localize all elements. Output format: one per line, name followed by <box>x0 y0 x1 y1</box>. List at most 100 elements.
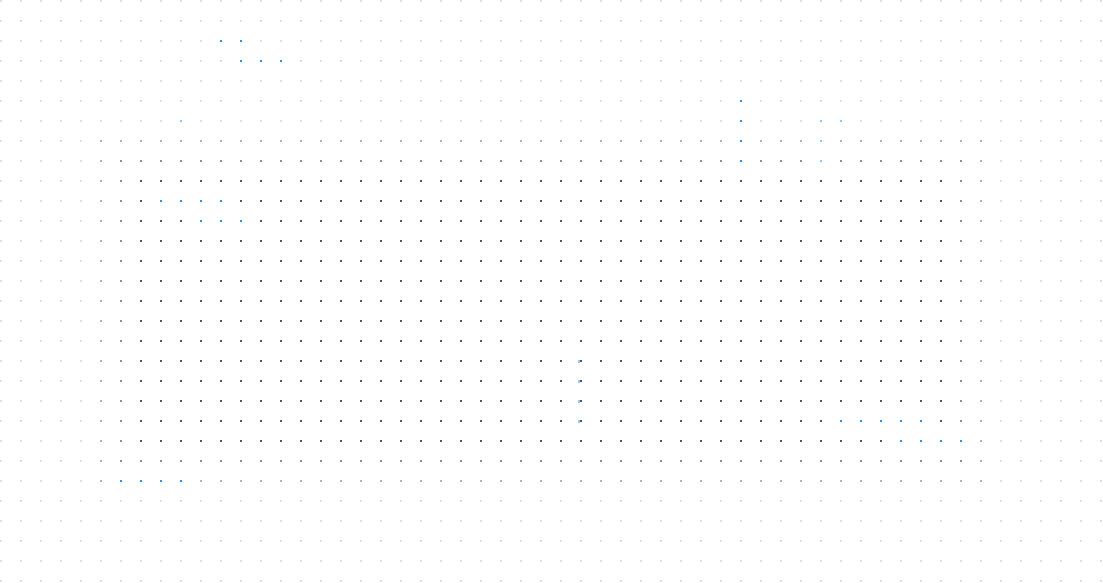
grid-dot <box>580 380 582 382</box>
grid-dot <box>600 240 602 242</box>
grid-dot <box>400 320 402 322</box>
grid-dot <box>480 20 482 22</box>
grid-dot <box>600 580 602 582</box>
grid-dot <box>0 60 2 62</box>
grid-dot <box>1100 420 1102 422</box>
grid-dot <box>240 100 242 102</box>
grid-dot <box>180 260 182 262</box>
grid-dot <box>820 100 822 102</box>
grid-dot <box>260 520 262 522</box>
grid-dot <box>740 0 742 2</box>
grid-dot <box>160 240 162 242</box>
grid-dot <box>300 340 302 342</box>
grid-dot <box>80 400 82 402</box>
grid-dot <box>120 100 122 102</box>
grid-dot <box>760 480 762 482</box>
grid-dot <box>860 300 862 302</box>
grid-dot <box>60 320 62 322</box>
grid-dot <box>800 580 802 582</box>
grid-dot <box>500 60 502 62</box>
grid-dot <box>300 560 302 562</box>
grid-dot <box>300 260 302 262</box>
grid-dot <box>0 400 2 402</box>
grid-dot <box>740 440 742 442</box>
grid-dot <box>840 580 842 582</box>
grid-dot <box>1000 540 1002 542</box>
grid-dot <box>920 420 922 422</box>
grid-dot <box>340 280 342 282</box>
grid-dot <box>980 200 982 202</box>
grid-dot <box>160 520 162 522</box>
grid-dot <box>980 240 982 242</box>
grid-dot <box>380 520 382 522</box>
grid-dot <box>820 220 822 222</box>
grid-dot <box>260 300 262 302</box>
grid-dot <box>1100 300 1102 302</box>
grid-dot <box>540 40 542 42</box>
grid-dot <box>360 340 362 342</box>
grid-dot <box>140 300 142 302</box>
grid-dot <box>900 100 902 102</box>
grid-dot <box>200 60 202 62</box>
grid-dot <box>1080 0 1082 2</box>
grid-dot <box>520 160 522 162</box>
grid-dot <box>480 160 482 162</box>
grid-dot <box>740 40 742 42</box>
grid-dot <box>1020 560 1022 562</box>
grid-dot <box>140 160 142 162</box>
grid-dot <box>540 400 542 402</box>
grid-dot <box>400 400 402 402</box>
grid-dot <box>700 60 702 62</box>
grid-dot <box>100 200 102 202</box>
grid-dot <box>900 320 902 322</box>
grid-dot <box>140 340 142 342</box>
grid-dot <box>740 540 742 542</box>
grid-dot <box>500 40 502 42</box>
grid-dot <box>1060 360 1062 362</box>
grid-dot <box>880 240 882 242</box>
grid-dot <box>900 240 902 242</box>
grid-dot <box>280 0 282 2</box>
grid-dot <box>560 120 562 122</box>
grid-dot <box>400 140 402 142</box>
grid-dot <box>1100 80 1102 82</box>
grid-dot <box>480 560 482 562</box>
grid-dot <box>820 300 822 302</box>
grid-dot <box>940 300 942 302</box>
grid-dot <box>60 360 62 362</box>
grid-dot <box>1080 20 1082 22</box>
grid-dot <box>1080 300 1082 302</box>
grid-dot <box>40 440 42 442</box>
grid-dot <box>0 0 2 2</box>
grid-dot <box>880 580 882 582</box>
grid-dot <box>80 440 82 442</box>
grid-dot <box>120 60 122 62</box>
grid-dot <box>640 520 642 522</box>
grid-dot <box>740 500 742 502</box>
grid-dot <box>420 500 422 502</box>
grid-dot <box>200 120 202 122</box>
grid-dot <box>440 340 442 342</box>
grid-dot <box>1080 160 1082 162</box>
grid-dot <box>580 260 582 262</box>
grid-dot <box>620 340 622 342</box>
grid-dot <box>880 440 882 442</box>
grid-dot <box>60 340 62 342</box>
grid-dot <box>1040 340 1042 342</box>
grid-dot <box>800 180 802 182</box>
grid-dot <box>80 320 82 322</box>
grid-dot <box>420 40 422 42</box>
grid-dot <box>840 20 842 22</box>
grid-dot <box>780 160 782 162</box>
grid-dot <box>200 360 202 362</box>
grid-dot <box>320 440 322 442</box>
grid-dot <box>1100 260 1102 262</box>
grid-dot <box>300 140 302 142</box>
grid-dot <box>740 560 742 562</box>
grid-dot <box>660 340 662 342</box>
grid-dot <box>40 260 42 262</box>
grid-dot <box>780 460 782 462</box>
grid-dot <box>920 20 922 22</box>
grid-dot <box>1100 200 1102 202</box>
